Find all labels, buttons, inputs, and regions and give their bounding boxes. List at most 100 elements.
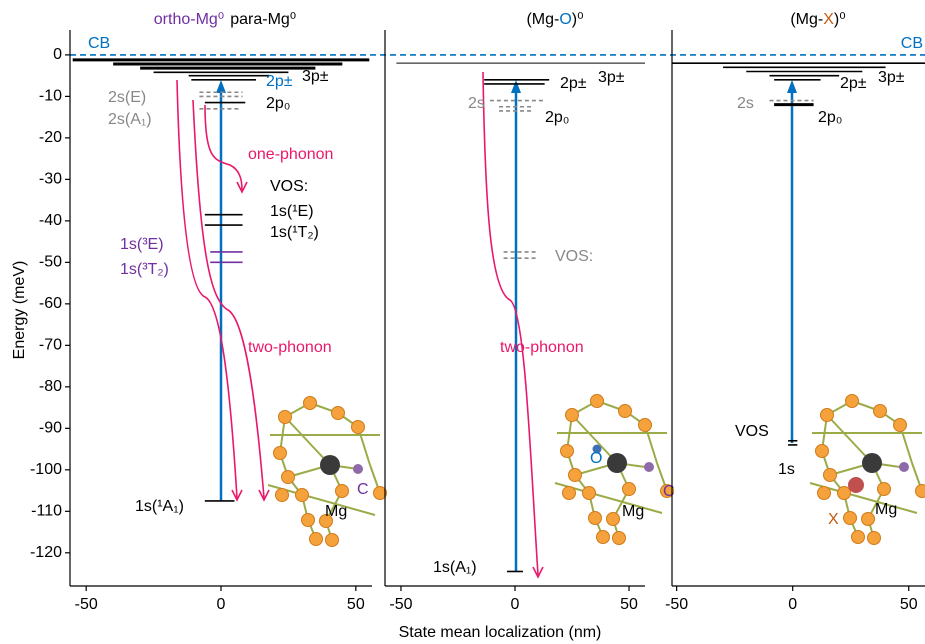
mg-atom bbox=[320, 455, 340, 475]
x-tick-label: -50 bbox=[389, 596, 412, 613]
title-part: )⁰ bbox=[572, 11, 584, 28]
atom bbox=[597, 531, 610, 544]
atom bbox=[862, 513, 875, 526]
atom bbox=[569, 469, 582, 482]
y-tick-label: -80 bbox=[39, 378, 62, 395]
atom bbox=[274, 447, 287, 460]
molecule bbox=[555, 395, 674, 545]
y-tick-label: -20 bbox=[39, 129, 62, 146]
atom bbox=[566, 409, 579, 422]
level-label: 3p± bbox=[598, 69, 625, 86]
mg-atom bbox=[862, 453, 882, 473]
atom-label: Mg bbox=[622, 503, 644, 520]
atom bbox=[279, 411, 292, 424]
title-part: (Mg- bbox=[526, 11, 559, 28]
level-label: two-phonon bbox=[500, 339, 584, 356]
x-tick-label: 50 bbox=[900, 596, 918, 613]
atom-label: C bbox=[357, 481, 369, 498]
arrowhead bbox=[511, 80, 521, 93]
level-label: 2p± bbox=[560, 75, 587, 92]
title-part: (Mg- bbox=[790, 11, 823, 28]
y-tick-label: -70 bbox=[39, 337, 62, 354]
level-label: 1s(¹A₁) bbox=[135, 498, 184, 515]
level-label: 2p± bbox=[266, 73, 293, 90]
band-edge-label: CB bbox=[901, 35, 923, 52]
relaxation-curve bbox=[177, 80, 237, 498]
atom bbox=[878, 483, 891, 496]
x-tick-label: 50 bbox=[620, 596, 638, 613]
atom bbox=[563, 487, 576, 500]
arrowhead bbox=[787, 80, 797, 93]
level-label: 1s(¹E) bbox=[270, 203, 314, 220]
panel-title: (Mg-X)⁰ bbox=[790, 11, 845, 28]
x-axis-label: State mean localization (nm) bbox=[399, 624, 602, 641]
relaxation-curve bbox=[205, 105, 242, 190]
atom bbox=[591, 395, 604, 408]
x-tick-label: -50 bbox=[75, 596, 98, 613]
level-label: 1s(³E) bbox=[120, 236, 164, 253]
level-label: 2s(E) bbox=[108, 89, 146, 106]
figure: CBCB-500500-10-20-30-40-50-60-70-80-90-1… bbox=[0, 0, 925, 644]
atom bbox=[589, 512, 602, 525]
level-label: 3p± bbox=[302, 68, 329, 85]
level-label: two-phonon bbox=[248, 339, 332, 356]
c-atom bbox=[644, 462, 654, 472]
y-tick-label: -50 bbox=[39, 254, 62, 271]
level-label: VOS: bbox=[270, 178, 308, 195]
y-tick-label: -90 bbox=[39, 420, 62, 437]
c-atom bbox=[899, 462, 909, 472]
title-part: )⁰ bbox=[834, 11, 846, 28]
level-label: 1s(¹T₂) bbox=[270, 224, 319, 241]
y-tick-label: -110 bbox=[31, 503, 62, 520]
atom bbox=[332, 407, 345, 420]
atom bbox=[302, 514, 315, 527]
level-label: 2p₀ bbox=[818, 109, 842, 126]
arrowhead bbox=[216, 80, 226, 93]
level-label: 2s bbox=[468, 95, 485, 112]
level-label: VOS: bbox=[555, 248, 593, 265]
atom bbox=[894, 419, 907, 432]
atom bbox=[868, 532, 881, 545]
y-tick-label: -60 bbox=[39, 295, 62, 312]
y-tick-label: -120 bbox=[30, 544, 62, 561]
x-tick-label: 50 bbox=[347, 596, 365, 613]
level-label: VOS bbox=[735, 423, 769, 440]
level-label: 1s bbox=[778, 461, 795, 478]
atom-label: Mg bbox=[875, 501, 897, 518]
title-part: para-Mg⁰ bbox=[230, 11, 296, 28]
mg-atom bbox=[607, 453, 627, 473]
atom bbox=[276, 489, 289, 502]
atom-label: Mg bbox=[325, 503, 347, 520]
atom bbox=[639, 419, 652, 432]
atom bbox=[821, 409, 834, 422]
title-part: O bbox=[559, 11, 571, 28]
atom bbox=[816, 445, 829, 458]
level-label: 2p₀ bbox=[545, 109, 569, 126]
atom bbox=[852, 531, 865, 544]
level-label: 1s(A₁) bbox=[433, 559, 477, 576]
atom bbox=[583, 487, 596, 500]
x-tick-label: -50 bbox=[665, 596, 688, 613]
x-atom bbox=[848, 477, 864, 493]
atom bbox=[613, 532, 626, 545]
title-part: X bbox=[823, 11, 834, 28]
x-tick-label: 0 bbox=[217, 596, 226, 613]
atom-label: X bbox=[828, 511, 839, 528]
atom bbox=[326, 534, 339, 547]
x-tick-label: 0 bbox=[511, 596, 520, 613]
atom bbox=[304, 397, 317, 410]
y-axis-label: Energy (meV) bbox=[11, 261, 28, 360]
y-tick-label: -10 bbox=[39, 88, 62, 105]
level-label: 2p₀ bbox=[266, 95, 290, 112]
level-label: 2s bbox=[737, 95, 754, 112]
atom bbox=[838, 487, 851, 500]
atom bbox=[844, 512, 857, 525]
level-label: 2s(A₁) bbox=[108, 111, 152, 128]
atom bbox=[336, 485, 349, 498]
level-label: 2p± bbox=[840, 75, 867, 92]
panel-title: (Mg-O)⁰ bbox=[526, 11, 583, 28]
atom bbox=[874, 405, 887, 418]
arrowhead bbox=[232, 182, 543, 577]
band-edge-label: CB bbox=[88, 35, 110, 52]
